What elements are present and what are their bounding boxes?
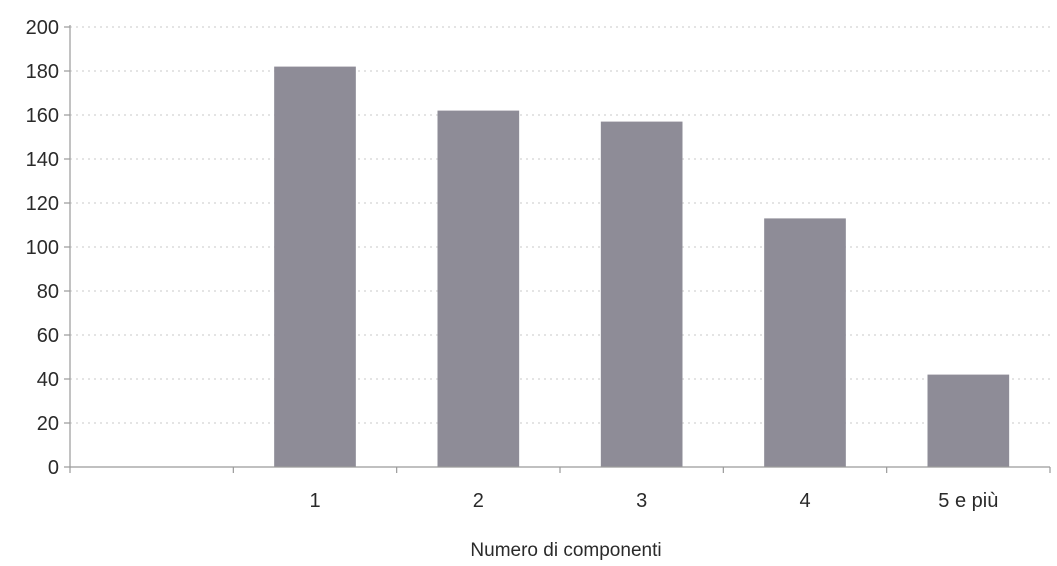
y-tick-label: 140	[26, 149, 59, 171]
bar	[600, 121, 683, 467]
grid-lines	[70, 26, 1050, 424]
y-tick-label: 20	[37, 413, 59, 435]
y-tick-label: 180	[26, 61, 59, 83]
y-tick-labels: 0 20 40 60 80 100 120 140 160 180 200	[26, 17, 70, 479]
y-tick-label: 160	[26, 105, 59, 127]
y-tick-label: 0	[48, 457, 59, 479]
bar	[437, 110, 520, 467]
bar	[927, 374, 1010, 467]
y-tick-label: 100	[26, 237, 59, 259]
x-axis-title: Numero di componenti	[470, 540, 661, 561]
bars	[274, 66, 1010, 467]
x-tick-label: 5 e più	[938, 490, 998, 512]
axes	[69, 25, 1050, 468]
bar	[764, 218, 846, 467]
y-tick-label: 80	[37, 281, 59, 303]
x-tick-label: 3	[636, 490, 647, 512]
y-tick-label: 60	[37, 325, 59, 347]
x-tick-label: 2	[473, 490, 484, 512]
y-tick-label: 200	[26, 17, 59, 39]
x-tick-labels: 1 2 3 4 5 e più	[69, 467, 1051, 512]
x-tick-label: 1	[309, 490, 320, 512]
y-tick-label: 40	[37, 369, 59, 391]
y-tick-label: 120	[26, 193, 59, 215]
bar	[274, 66, 356, 467]
x-tick-label: 4	[799, 490, 810, 512]
